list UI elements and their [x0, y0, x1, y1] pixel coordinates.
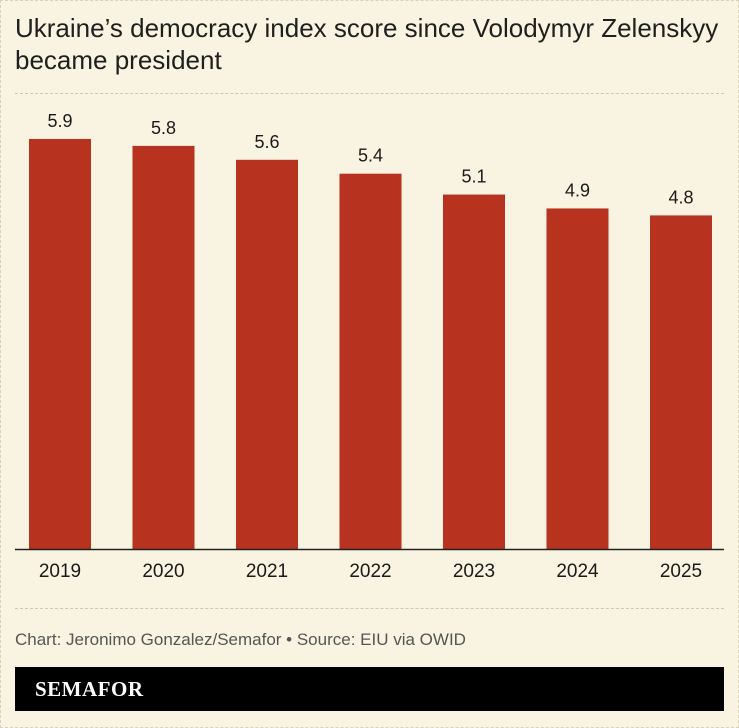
- value-label-2022: 5.4: [358, 146, 383, 166]
- x-tick-label-2019: 2019: [39, 561, 81, 582]
- x-tick-label-2022: 2022: [349, 561, 391, 582]
- bottom-divider: [15, 608, 724, 609]
- bar-2019: [29, 138, 91, 549]
- value-label-2024: 4.9: [565, 180, 590, 200]
- bar-chart: 5.9 2019 5.8 2020 5.6 2021 5.4 2022 5.1 2023 4.9 20…: [15, 111, 724, 582]
- bar-2023: [443, 194, 505, 550]
- chart-credit: Chart: Jeronimo Gonzalez/Semafor • Sourc…: [15, 630, 466, 649]
- bar-2022: [339, 173, 402, 549]
- brand-logo: SEMAFOR: [35, 677, 144, 701]
- bar-2020: [132, 145, 195, 549]
- bar-2025: [650, 215, 712, 549]
- x-tick-label-2021: 2021: [246, 561, 288, 582]
- top-divider: [15, 93, 724, 94]
- chart-title: Ukraine’s democracy index score since Vo…: [15, 13, 719, 75]
- value-label-2023: 5.1: [461, 167, 486, 187]
- x-tick-label-2023: 2023: [453, 561, 495, 582]
- bar-2021: [236, 159, 298, 550]
- bar-2024: [546, 208, 609, 549]
- value-label-2020: 5.8: [151, 118, 176, 138]
- value-label-2025: 4.8: [668, 187, 693, 207]
- x-tick-label-2020: 2020: [142, 561, 184, 582]
- x-tick-label-2025: 2025: [660, 561, 702, 582]
- x-tick-label-2024: 2024: [556, 561, 599, 582]
- value-label-2019: 5.9: [47, 111, 72, 131]
- value-label-2021: 5.6: [254, 132, 279, 152]
- brand-bar: SEMAFOR: [15, 667, 724, 711]
